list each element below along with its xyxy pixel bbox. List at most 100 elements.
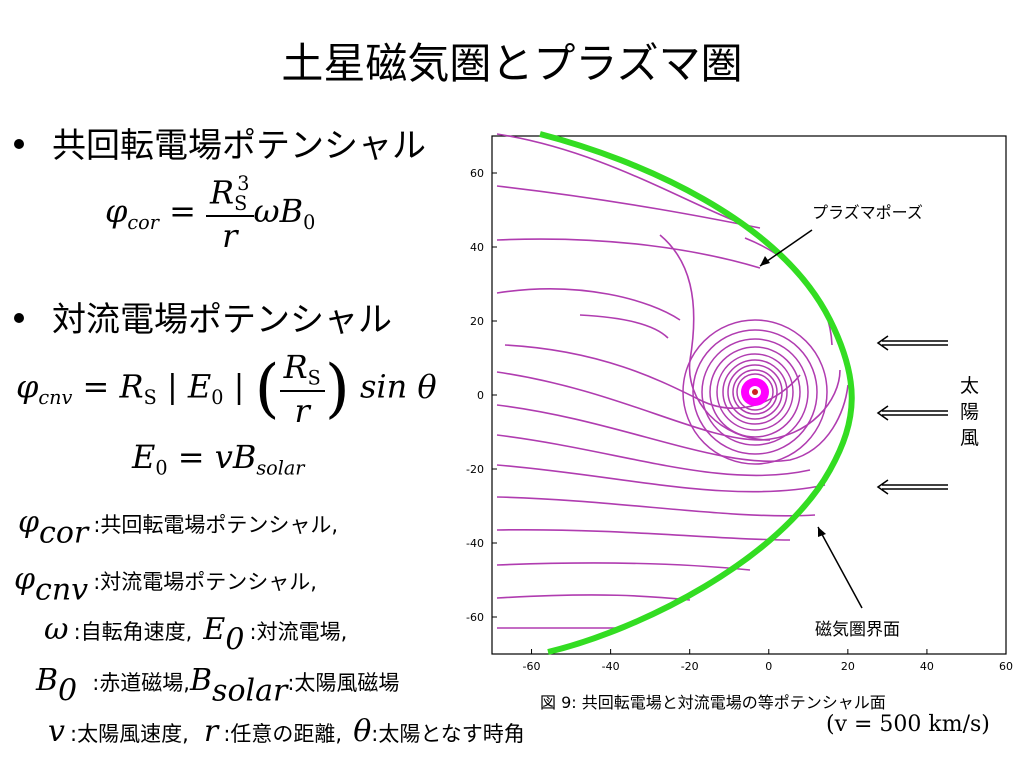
plasmapause-pointer [759, 229, 813, 267]
legend-desc: 対流電場ポテンシャル, [100, 570, 317, 594]
legend-colon: : [93, 570, 101, 594]
circle-line [722, 359, 788, 425]
legend-colon: : [73, 620, 81, 644]
formula-sub-S: S [234, 192, 248, 216]
legend-colon: : [249, 620, 257, 644]
y-tick-label: -60 [466, 611, 484, 624]
plasmapause-label: プラズマポーズ [812, 203, 923, 222]
planet-dot [752, 389, 758, 395]
y-tick-label: -40 [466, 537, 484, 550]
legend-sub-solar: solar [212, 673, 288, 709]
formula-paren-right: ) [324, 351, 350, 426]
field-line [496, 369, 841, 441]
formula-equals: = [169, 192, 196, 231]
bullet-corotation: 共回転電場ポテンシャル [14, 118, 426, 167]
x-tick-label: -60 [523, 660, 541, 673]
magnetopause-curve [539, 131, 855, 655]
formula-fraction: RS r [279, 348, 325, 430]
legend-desc: 共回転電場ポテンシャル, [100, 513, 339, 537]
solar-wind-label-2: 陽 [960, 401, 979, 423]
formula-sub-zero: 0 [211, 386, 224, 410]
circle-line [682, 319, 828, 465]
formula-equals: = [82, 367, 110, 406]
formula-sub-zero: 0 [303, 210, 316, 234]
formula-sub-solar: solar [256, 456, 305, 480]
bullet-dot [14, 138, 24, 149]
formula-sub-cor: cor [127, 210, 159, 234]
bullet-dot [14, 312, 24, 323]
field-line [496, 288, 681, 321]
legend-v: v [48, 714, 65, 749]
solar-wind-arrow [876, 335, 948, 351]
solar-wind-label-1: 太 [960, 375, 979, 397]
formula-E: E [132, 438, 156, 476]
circle-line [736, 373, 774, 411]
field-line [496, 464, 826, 493]
field-line [496, 594, 691, 601]
formula-R: R [119, 367, 144, 406]
y-tick-label: 0 [477, 389, 484, 402]
y-axis-ticks: 60 40 20 0 -20 -40 -60 [466, 167, 497, 624]
x-tick-label: -20 [681, 660, 699, 673]
legend-desc: 対流電場, [256, 620, 348, 644]
formula-cube: 3 [237, 172, 250, 195]
bullet-convection: 対流電場ポテンシャル [14, 292, 392, 341]
formula-numerator: RS [279, 348, 325, 392]
legend-desc: 赤道磁場, [99, 671, 190, 695]
formula-denominator: r [222, 217, 238, 256]
y-tick-label: 20 [470, 315, 484, 328]
formula-R: R [210, 173, 235, 212]
legend-desc: 太陽となす時角 [378, 722, 525, 746]
field-line [496, 133, 746, 226]
x-axis-ticks: -60 -40 -20 0 20 40 60 [523, 649, 1013, 673]
circle-line [732, 369, 778, 415]
formula-bar: | [166, 367, 178, 406]
y-tick-label: -20 [466, 463, 484, 476]
solar-wind-label-3: 風 [960, 427, 979, 449]
legend-colon: : [70, 722, 78, 746]
y-tick-label: 40 [470, 241, 484, 254]
legend-row-omega: ω :自転角速度, E0 :対流電場, [44, 612, 347, 658]
field-line [496, 496, 816, 517]
page-title: 土星磁気圏とプラズマ圏 [281, 39, 743, 88]
legend-sub-cor: cor [39, 515, 89, 551]
legend-B: B [36, 663, 59, 698]
legend-desc: 自転角速度, [80, 620, 193, 644]
legend-row-phi-cnv: φcnv :対流電場ポテンシャル, [14, 562, 317, 608]
field-line [496, 238, 761, 269]
x-tick-label: 0 [765, 660, 772, 673]
potential-figure: -60 -40 -20 0 20 40 60 60 40 20 0 -20 -40 -60 [466, 131, 1013, 673]
legend-phi: φ [18, 505, 40, 540]
legend-colon: : [93, 513, 101, 537]
formula-e0: E0 = vBsolar [132, 438, 304, 480]
formula-sub-S: S [143, 386, 157, 410]
legend-sub-zero: 0 [225, 622, 245, 658]
legend-desc: 任意の距離, [230, 722, 343, 746]
bullet-label: 対流電場ポテンシャル [52, 300, 392, 340]
y-tick-label: 60 [470, 167, 484, 180]
solar-wind-arrow [876, 405, 948, 421]
circle-line [716, 353, 794, 431]
legend-sub-zero: 0 [58, 673, 78, 709]
velocity-note: (v = 500 km/s) [826, 712, 990, 737]
circle-line [701, 338, 809, 446]
x-tick-label: 20 [841, 660, 855, 673]
formula-E: E [187, 367, 212, 406]
legend-colon: : [371, 722, 379, 746]
circle-line [727, 364, 783, 420]
solar-wind-arrows [876, 335, 948, 495]
x-tick-label: 40 [920, 660, 934, 673]
formula-phi: φ [16, 367, 39, 406]
legend-r: r [203, 714, 219, 749]
legend-desc: 太陽風速度, [77, 722, 189, 746]
formula-sub-cnv: cnv [38, 386, 73, 410]
x-tick-label: -40 [602, 660, 620, 673]
formula-sub-S: S [307, 366, 321, 390]
field-line [496, 562, 751, 571]
equipotential-lines [496, 133, 849, 629]
formula-denominator: r [294, 391, 310, 430]
formula-sin-theta: sin θ [359, 367, 437, 406]
formula-phi: φ [105, 192, 128, 231]
magnetopause-arrowhead [818, 527, 826, 537]
legend-row-phi-cor: φcor :共回転電場ポテンシャル, [18, 505, 338, 551]
